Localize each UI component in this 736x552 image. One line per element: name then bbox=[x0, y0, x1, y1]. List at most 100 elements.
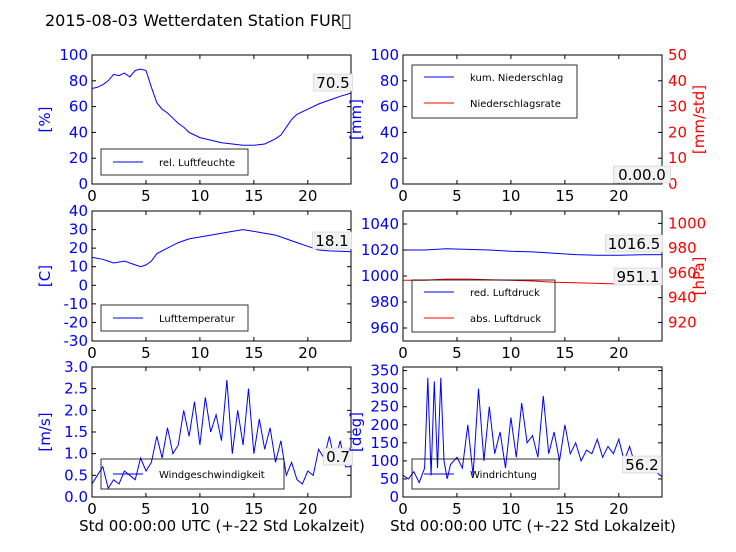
legend-label: Lufttemperatur bbox=[159, 314, 236, 325]
y-tick-label: 1.0 bbox=[64, 445, 88, 463]
legend-box bbox=[411, 279, 556, 333]
x-axis-label-left: Std 00:00:00 UTC (+-22 Std Lokalzeit) bbox=[79, 517, 365, 535]
legend-box bbox=[411, 64, 578, 119]
y-tick-label: 30 bbox=[69, 221, 88, 239]
x-tick-label: 10 bbox=[190, 187, 209, 205]
y2-axis-label: [mm/std] bbox=[690, 85, 708, 154]
x-tick-label: 20 bbox=[298, 344, 317, 362]
x-tick-label: 15 bbox=[244, 344, 263, 362]
value-annotation-box bbox=[312, 231, 352, 250]
legend-label: Niederschlagsrate bbox=[470, 99, 561, 110]
legend-box bbox=[411, 458, 560, 490]
plot-frame bbox=[402, 54, 663, 185]
value-annotation-box bbox=[313, 73, 353, 92]
x-tick-label: 10 bbox=[190, 344, 209, 362]
legend-label: rel. Luftfeuchte bbox=[159, 158, 235, 169]
y-tick-label: -20 bbox=[64, 313, 89, 331]
x-tick-label: 15 bbox=[555, 344, 574, 362]
legend-box bbox=[100, 458, 285, 490]
y-tick-label: 1.5 bbox=[64, 423, 88, 441]
value-annotation: 70.5 bbox=[316, 74, 349, 92]
x-tick-label: 20 bbox=[298, 187, 317, 205]
y-tick-label: 20 bbox=[69, 149, 88, 167]
y2-tick-label: 40 bbox=[668, 72, 687, 90]
x-tick-label: 10 bbox=[501, 187, 520, 205]
value-annotation-box bbox=[322, 447, 354, 466]
y2-tick-label: 0 bbox=[668, 175, 678, 193]
series-line-wind_speed-0 bbox=[91, 379, 351, 490]
y-tick-label: 10 bbox=[69, 258, 88, 276]
y-tick-label: -30 bbox=[64, 332, 89, 350]
panel-temperature: 0 5 10 15 20-30-20-10010203040[C]Lufttempera… bbox=[36, 202, 352, 362]
x-axis-label-right: Std 00:00:00 UTC (+-22 Std Lokalzeit) bbox=[390, 517, 676, 535]
y-tick-label: 250 bbox=[370, 398, 399, 416]
x-tick-label: 20 bbox=[609, 344, 628, 362]
x-tick-label: 5 bbox=[452, 500, 462, 518]
x-tick-label: 15 bbox=[244, 500, 263, 518]
y-tick-label: 0 bbox=[389, 175, 399, 193]
y-tick-label: 2.0 bbox=[64, 401, 88, 419]
value-annotation: 18.1 bbox=[315, 232, 348, 250]
y-tick-label: 40 bbox=[69, 123, 88, 141]
series-line-pressure-0 bbox=[403, 248, 663, 256]
value-annotation: 0.7 bbox=[326, 448, 350, 466]
y-tick-label: 100 bbox=[370, 452, 399, 470]
y-tick-label: 40 bbox=[69, 202, 88, 220]
x-tick-label: 15 bbox=[555, 500, 574, 518]
value-annotation: 951.1 bbox=[617, 268, 660, 286]
plot-frame bbox=[402, 366, 663, 498]
legend-label: Windrichtung bbox=[470, 470, 537, 481]
y2-tick-label: 10 bbox=[668, 149, 687, 167]
y-tick-label: 350 bbox=[370, 362, 399, 380]
x-tick-label: 0 bbox=[87, 187, 97, 205]
y-axis-label: [m/s] bbox=[36, 412, 54, 451]
legend-label: abs. Luftdruck bbox=[470, 314, 541, 325]
y-tick-label: 60 bbox=[380, 98, 399, 116]
series-line-humidity-0 bbox=[91, 68, 352, 146]
x-tick-label: 0 bbox=[87, 344, 97, 362]
y-tick-label: 40 bbox=[380, 123, 399, 141]
y2-tick-label: 50 bbox=[668, 46, 687, 64]
y-axis-label: [%] bbox=[36, 107, 54, 133]
y-tick-label: 980 bbox=[370, 293, 399, 311]
y-tick-label: 80 bbox=[69, 72, 88, 90]
y-tick-label: 100 bbox=[370, 46, 399, 64]
y-axis-label: [deg] bbox=[347, 412, 365, 452]
value-annotation: 0.00.0 bbox=[618, 166, 666, 184]
y2-tick-label: 960 bbox=[668, 264, 697, 282]
value-annotation-box bbox=[605, 234, 663, 253]
y-tick-label: 0 bbox=[78, 276, 88, 294]
x-tick-label: 15 bbox=[555, 187, 574, 205]
y-tick-label: 0 bbox=[389, 488, 399, 506]
legend-label: kum. Niederschlag bbox=[470, 73, 563, 84]
x-tick-label: 5 bbox=[141, 344, 151, 362]
figure-title: 2015-08-03 Wetterdaten Station FUR  bbox=[45, 11, 351, 30]
series-line-temperature-0 bbox=[91, 229, 352, 268]
y-tick-label: 200 bbox=[370, 416, 399, 434]
y-tick-label: 60 bbox=[69, 98, 88, 116]
y-tick-label: 960 bbox=[370, 319, 399, 337]
x-tick-label: 0 bbox=[398, 344, 408, 362]
x-tick-label: 20 bbox=[609, 500, 628, 518]
x-tick-label: 0 bbox=[398, 500, 408, 518]
y2-tick-label: 920 bbox=[668, 313, 697, 331]
x-tick-label: 5 bbox=[452, 344, 462, 362]
y-tick-label: 1020 bbox=[361, 241, 399, 259]
y2-tick-label: 980 bbox=[668, 239, 697, 257]
x-tick-label: 20 bbox=[298, 500, 317, 518]
value-annotation-box bbox=[613, 267, 663, 286]
y-tick-label: 2.5 bbox=[64, 380, 88, 398]
y2-axis-label: [hPa] bbox=[690, 257, 708, 296]
y-tick-label: 20 bbox=[380, 149, 399, 167]
x-tick-label: 10 bbox=[501, 500, 520, 518]
y-tick-label: 1040 bbox=[361, 215, 399, 233]
panel-wind_speed: 0 5 10 15 20 0.0 0.5 1.0 1.5 2.0 2.5 3.0 [m/s] Windge… bbox=[36, 358, 354, 518]
y-tick-label: -10 bbox=[64, 295, 89, 313]
panel-wind_dir: 0 5 10 15 20050100150200250300350[deg]Windri… bbox=[347, 362, 663, 518]
legend-box bbox=[100, 148, 249, 176]
legend-label: Windgeschwindigkeit bbox=[159, 470, 265, 481]
x-tick-label: 20 bbox=[609, 187, 628, 205]
x-tick-label: 5 bbox=[452, 187, 462, 205]
y2-tick-label: 20 bbox=[668, 123, 687, 141]
y-tick-label: 20 bbox=[69, 239, 88, 257]
